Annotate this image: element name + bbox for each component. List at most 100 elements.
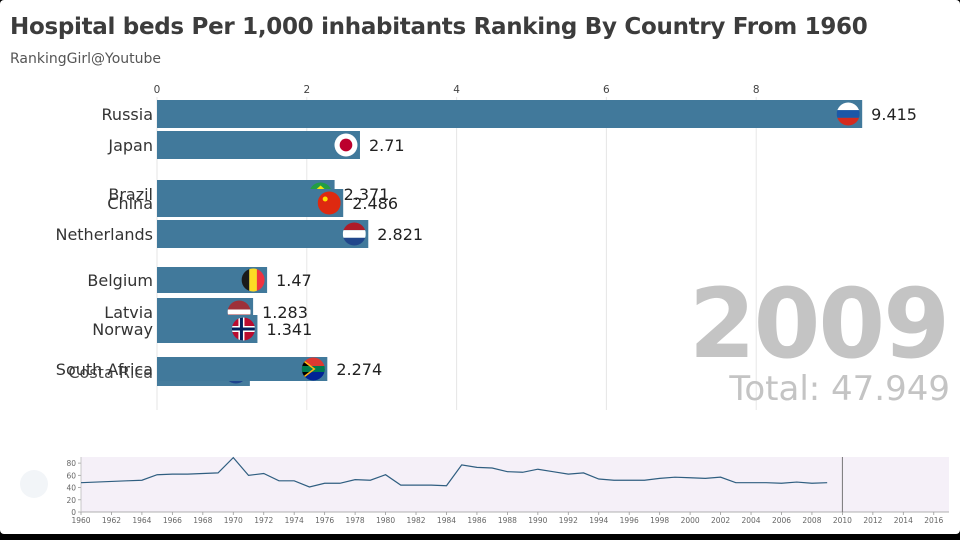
flag-part bbox=[317, 191, 341, 215]
flag-part bbox=[339, 138, 353, 152]
x-tick-label: 1970 bbox=[224, 516, 243, 525]
chart-subtitle: RankingGirl@Youtube bbox=[10, 51, 162, 67]
belgium-flag-icon bbox=[241, 268, 265, 292]
flag-part bbox=[836, 110, 860, 118]
x-tick-label: 1974 bbox=[285, 516, 304, 525]
bar-group: Russia 9.415 bbox=[102, 100, 917, 128]
timeline-chart[interactable]: 0 20 40 60 80 1960 1962 1964 1966 1968 1970 1972 197… bbox=[0, 448, 960, 534]
value-label: 1.341 bbox=[266, 320, 312, 339]
x-tick-label: 1992 bbox=[559, 516, 578, 525]
x-tick-label: 1960 bbox=[71, 516, 90, 525]
category-label: Costa Rica bbox=[68, 363, 153, 382]
x-tick-label: 1980 bbox=[376, 516, 395, 525]
category-label: Belgium bbox=[87, 271, 153, 290]
category-label: Russia bbox=[102, 105, 153, 124]
chart-title: Hospital beds Per 1,000 inhabitants Rank… bbox=[10, 14, 868, 40]
x-tick-label: 1968 bbox=[193, 516, 212, 525]
bar bbox=[157, 220, 369, 248]
x-tick-label: 1964 bbox=[132, 516, 151, 525]
x-tick-label: 1966 bbox=[163, 516, 182, 525]
play-button[interactable] bbox=[20, 470, 48, 498]
flag-part bbox=[231, 327, 255, 331]
category-label: Norway bbox=[92, 320, 153, 339]
bar bbox=[157, 131, 360, 159]
y-tick-label: 40 bbox=[66, 484, 76, 493]
x-tick-label: 2 bbox=[303, 84, 310, 96]
x-tick-label: 1996 bbox=[620, 516, 639, 525]
bar bbox=[157, 189, 344, 217]
x-tick-label: 0 bbox=[154, 84, 161, 96]
y-tick-label: 80 bbox=[66, 459, 76, 468]
flag-part bbox=[836, 102, 860, 111]
japan-flag-icon bbox=[334, 133, 358, 157]
value-label: 2.821 bbox=[377, 225, 423, 244]
x-tick-label: 1990 bbox=[528, 516, 547, 525]
x-tick-label: 1978 bbox=[346, 516, 365, 525]
timeline-series-line bbox=[80, 456, 828, 488]
x-tick-label: 8 bbox=[753, 84, 760, 96]
bar-group: Netherlands 2.821 bbox=[55, 220, 423, 248]
x-tick-label: 1988 bbox=[498, 516, 517, 525]
category-label: China bbox=[107, 194, 153, 213]
value-label: 2.274 bbox=[336, 360, 382, 379]
value-label: 9.415 bbox=[871, 105, 917, 124]
x-tick-label: 2002 bbox=[711, 516, 730, 525]
x-tick-label: 2010 bbox=[833, 516, 852, 525]
x-tick-label: 2016 bbox=[924, 516, 943, 525]
south-africa-flag-icon bbox=[301, 357, 325, 381]
flag-part bbox=[342, 222, 366, 231]
x-tick-label: 1972 bbox=[254, 516, 273, 525]
x-tick-label: 2008 bbox=[802, 516, 821, 525]
category-label: South Africa bbox=[56, 360, 153, 379]
bar-group: Norway 1.341 bbox=[92, 315, 312, 343]
bar bbox=[157, 357, 328, 381]
x-tick-label: 2000 bbox=[681, 516, 700, 525]
bar bbox=[157, 100, 863, 128]
flag-part bbox=[249, 268, 257, 292]
netherlands-flag-icon bbox=[342, 222, 366, 246]
bar-group: China 2.486 bbox=[107, 189, 398, 217]
bar-group: South Africa 2.274 bbox=[56, 357, 382, 381]
category-label: Latvia bbox=[104, 303, 153, 322]
y-tick-label: 20 bbox=[66, 496, 76, 505]
x-tick-label: 2012 bbox=[863, 516, 882, 525]
flag-part bbox=[241, 268, 250, 292]
flag-part bbox=[322, 196, 328, 202]
category-label: Netherlands bbox=[55, 225, 153, 244]
x-tick-label: 1986 bbox=[467, 516, 486, 525]
category-label: Japan bbox=[107, 136, 153, 155]
value-label: 2.71 bbox=[369, 136, 405, 155]
bar-group: Belgium 1.47 bbox=[87, 267, 312, 293]
x-tick-label: 1998 bbox=[650, 516, 669, 525]
flag-part bbox=[301, 369, 325, 381]
y-tick-label: 60 bbox=[66, 471, 76, 480]
x-tick-label: 2014 bbox=[894, 516, 913, 525]
x-tick-label: 1976 bbox=[315, 516, 334, 525]
x-tick-label: 1982 bbox=[406, 516, 425, 525]
category-label: Brazil bbox=[108, 185, 153, 204]
x-tick-label: 1962 bbox=[102, 516, 121, 525]
x-tick-label: 2006 bbox=[772, 516, 791, 525]
russia-flag-icon bbox=[836, 102, 860, 126]
value-label: 2.486 bbox=[352, 194, 398, 213]
x-tick-label: 6 bbox=[603, 84, 610, 96]
x-tick-label: 2004 bbox=[741, 516, 760, 525]
china-flag-icon bbox=[317, 191, 341, 215]
bar-group: Japan 2.71 bbox=[107, 131, 405, 159]
y-tick-label: 0 bbox=[71, 508, 76, 517]
value-label: 1.283 bbox=[262, 303, 308, 322]
norway-flag-icon bbox=[231, 317, 255, 341]
flag-part bbox=[836, 117, 860, 126]
flag-part bbox=[301, 358, 316, 380]
flag-part bbox=[342, 230, 366, 238]
value-label: 2.371 bbox=[344, 185, 390, 204]
x-tick-label: 1994 bbox=[589, 516, 608, 525]
value-label: 1.47 bbox=[276, 271, 312, 290]
flag-part bbox=[342, 237, 366, 246]
total-label: Total: 47.949 bbox=[729, 369, 950, 409]
flag-part bbox=[301, 357, 325, 369]
flag-part bbox=[256, 268, 265, 292]
current-year-label: 2009 bbox=[688, 268, 950, 380]
